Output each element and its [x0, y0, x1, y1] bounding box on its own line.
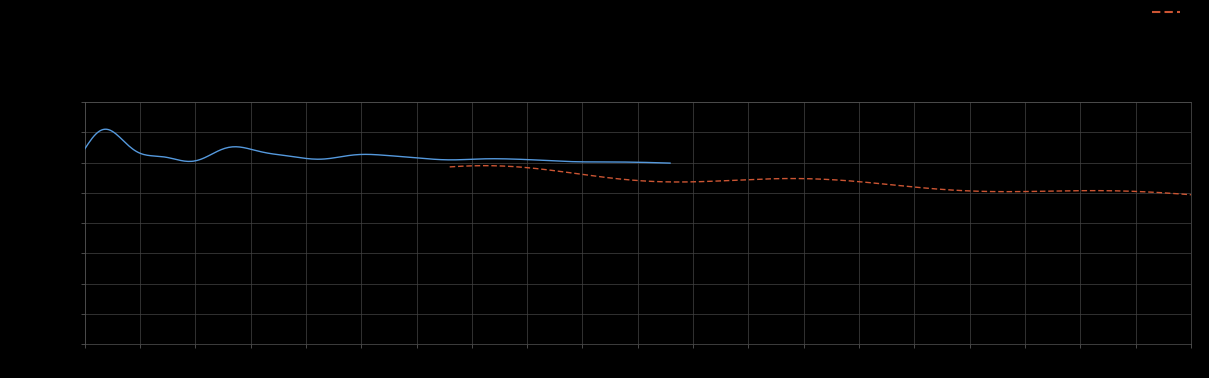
Legend: , : ,: [1152, 0, 1185, 18]
